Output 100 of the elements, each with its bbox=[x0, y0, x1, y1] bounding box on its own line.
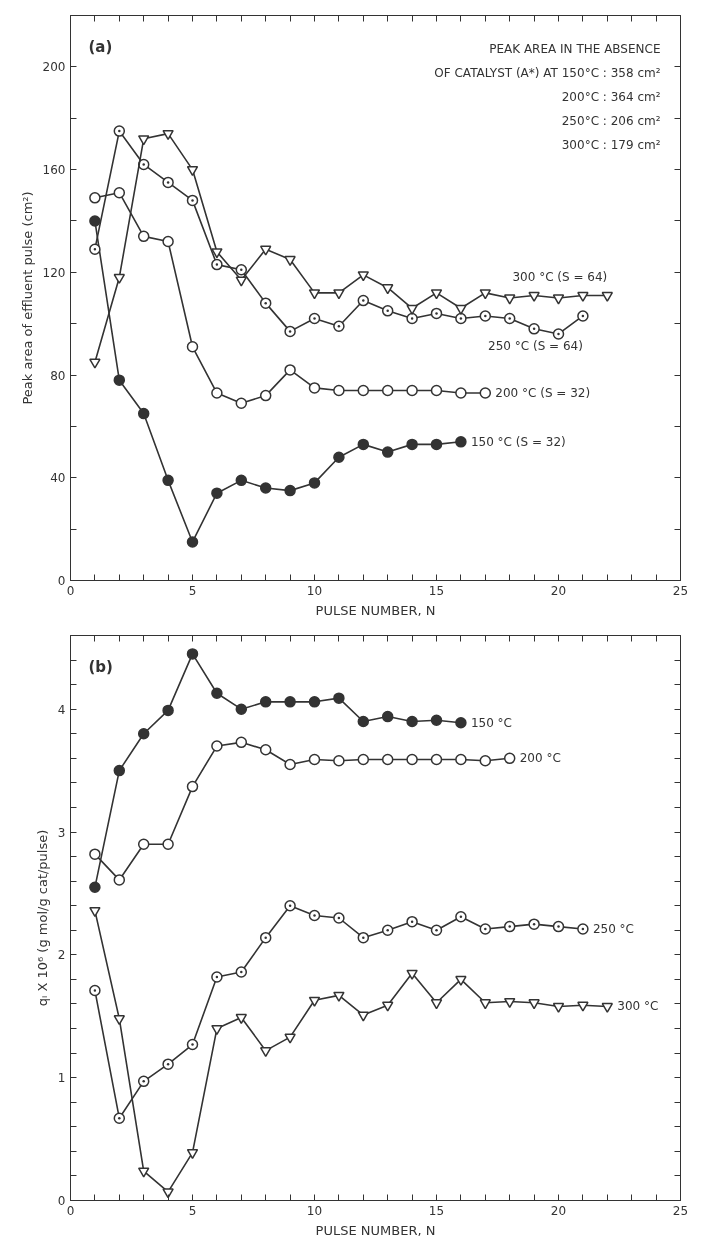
y-tick-label: 0 bbox=[57, 1194, 66, 1208]
point bbox=[577, 310, 589, 322]
point bbox=[333, 912, 345, 924]
point bbox=[406, 438, 418, 451]
point bbox=[577, 291, 589, 302]
point bbox=[479, 923, 492, 935]
point bbox=[357, 384, 370, 397]
point bbox=[162, 838, 174, 851]
point bbox=[479, 310, 492, 322]
y-tick-label: 160 bbox=[42, 163, 66, 178]
series-label: 200 °C (S = 32) bbox=[495, 386, 591, 401]
point bbox=[259, 1047, 272, 1058]
point bbox=[430, 924, 443, 937]
point bbox=[211, 1024, 223, 1036]
point bbox=[162, 1188, 174, 1199]
point bbox=[211, 487, 223, 499]
point bbox=[601, 1002, 614, 1013]
point bbox=[284, 899, 296, 912]
point bbox=[113, 186, 126, 199]
point bbox=[186, 536, 199, 548]
point bbox=[211, 258, 223, 271]
x-tick-label: 15 bbox=[428, 1203, 445, 1218]
point bbox=[186, 165, 199, 177]
y-axis-title: Peak area of effluent pulse (cm²) bbox=[19, 191, 35, 405]
point bbox=[455, 312, 467, 325]
point bbox=[235, 276, 248, 287]
x-axis-title: PULSE NUMBER, N bbox=[315, 602, 436, 618]
point bbox=[137, 407, 150, 420]
point bbox=[162, 704, 174, 717]
point bbox=[186, 194, 199, 207]
y-axis-title: qᵢ X 10⁶ (g mol/g cat/pulse) bbox=[34, 829, 50, 1007]
point bbox=[430, 384, 443, 397]
point bbox=[186, 1038, 199, 1051]
point bbox=[479, 289, 492, 300]
series-label: 150 °C bbox=[470, 715, 513, 730]
point bbox=[259, 931, 272, 944]
point bbox=[186, 341, 199, 353]
point bbox=[137, 728, 150, 740]
point bbox=[186, 648, 199, 660]
y-tick-label: 120 bbox=[42, 265, 66, 280]
annotation: OF CATALYST (A*) AT 150°C : 358 cm² bbox=[434, 65, 661, 80]
point bbox=[113, 1112, 126, 1124]
point bbox=[308, 382, 321, 394]
point bbox=[552, 294, 565, 305]
y-tick-label: 0 bbox=[57, 574, 66, 588]
point bbox=[308, 696, 321, 708]
point bbox=[479, 755, 492, 767]
point bbox=[284, 364, 296, 376]
point bbox=[308, 312, 321, 325]
point bbox=[528, 918, 540, 930]
point bbox=[162, 130, 174, 141]
point bbox=[162, 474, 174, 487]
point bbox=[381, 753, 394, 766]
x-tick-label: 15 bbox=[428, 583, 445, 598]
point bbox=[577, 1001, 589, 1012]
y-tick-label: 200 bbox=[42, 60, 66, 75]
point bbox=[357, 931, 370, 944]
y-tick-label: 1 bbox=[57, 1071, 66, 1086]
point bbox=[455, 975, 467, 986]
annotation: 300°C : 179 cm² bbox=[561, 137, 661, 152]
point bbox=[308, 477, 321, 489]
point bbox=[211, 687, 223, 699]
y-tick-label: 3 bbox=[57, 825, 66, 840]
point bbox=[162, 176, 174, 189]
point bbox=[333, 755, 345, 767]
point bbox=[406, 304, 418, 315]
point bbox=[381, 305, 394, 317]
point bbox=[455, 304, 467, 315]
point bbox=[137, 135, 150, 146]
point bbox=[162, 1058, 174, 1070]
point bbox=[186, 1148, 199, 1160]
point bbox=[430, 438, 443, 451]
point bbox=[552, 920, 565, 933]
point bbox=[89, 358, 101, 369]
point bbox=[503, 312, 516, 325]
point bbox=[430, 307, 443, 320]
point bbox=[333, 289, 345, 300]
point bbox=[235, 736, 248, 749]
point bbox=[455, 911, 467, 923]
point bbox=[113, 125, 126, 137]
point bbox=[113, 374, 126, 386]
point bbox=[455, 387, 467, 399]
point bbox=[430, 999, 443, 1010]
point bbox=[479, 999, 492, 1010]
point bbox=[259, 743, 272, 756]
point bbox=[186, 780, 199, 793]
point bbox=[357, 294, 370, 307]
point bbox=[113, 1015, 126, 1026]
point bbox=[89, 881, 101, 894]
point bbox=[357, 715, 370, 728]
point bbox=[211, 387, 223, 399]
x-tick-label: 5 bbox=[188, 583, 197, 598]
point bbox=[528, 999, 540, 1010]
point bbox=[89, 984, 101, 997]
series-label: 150 °C (S = 32) bbox=[470, 434, 566, 449]
point bbox=[308, 909, 321, 922]
point bbox=[333, 451, 345, 463]
point bbox=[601, 291, 614, 302]
point bbox=[528, 323, 540, 335]
legend-label: 300 °C bbox=[617, 999, 659, 1014]
